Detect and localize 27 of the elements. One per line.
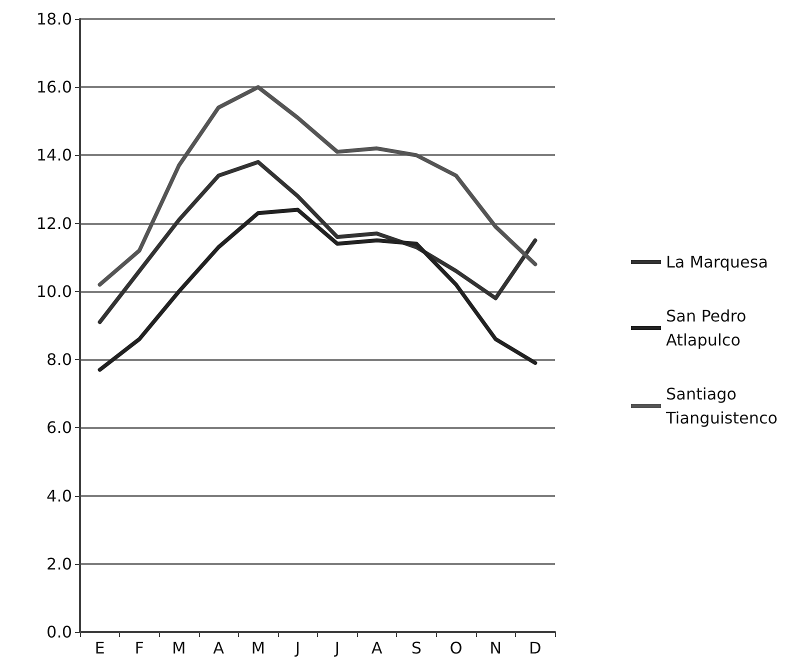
line-series xyxy=(98,208,538,372)
y-tick-label: 14.0 xyxy=(36,146,72,165)
y-tick-label: 8.0 xyxy=(46,350,72,370)
x-tick-label: E xyxy=(94,638,105,658)
legend-label: Santiago Tianguistenco xyxy=(665,384,778,428)
x-tick-label: D xyxy=(529,638,542,658)
legend-label: San Pedro Atlapulco xyxy=(666,306,752,350)
x-tick-label: O xyxy=(450,638,462,658)
y-tick-label: 0.0 xyxy=(46,622,72,642)
x-tick-label: J xyxy=(294,638,300,658)
line-series xyxy=(98,160,538,324)
y-tick-label: 2.0 xyxy=(46,554,72,574)
x-tick-label: F xyxy=(134,638,144,658)
x-tick-label: J xyxy=(334,638,340,658)
x-tick-label: A xyxy=(213,638,224,658)
y-tick-label: 6.0 xyxy=(46,418,72,438)
x-tick-label: A xyxy=(371,638,382,658)
y-tick-label: 4.0 xyxy=(46,486,72,506)
x-tick-label: M xyxy=(172,638,186,658)
x-tick-label: N xyxy=(490,638,502,658)
x-tick-label: M xyxy=(251,638,266,658)
y-tick-label: 10.0 xyxy=(36,282,72,301)
x-tick-label: S xyxy=(411,638,422,658)
legend-label: La Marquesa xyxy=(666,252,768,272)
y-tick-label: 18.0 xyxy=(36,10,72,28)
y-tick-label: 12.0 xyxy=(36,214,72,233)
y-tick-label: 16.0 xyxy=(36,78,72,97)
